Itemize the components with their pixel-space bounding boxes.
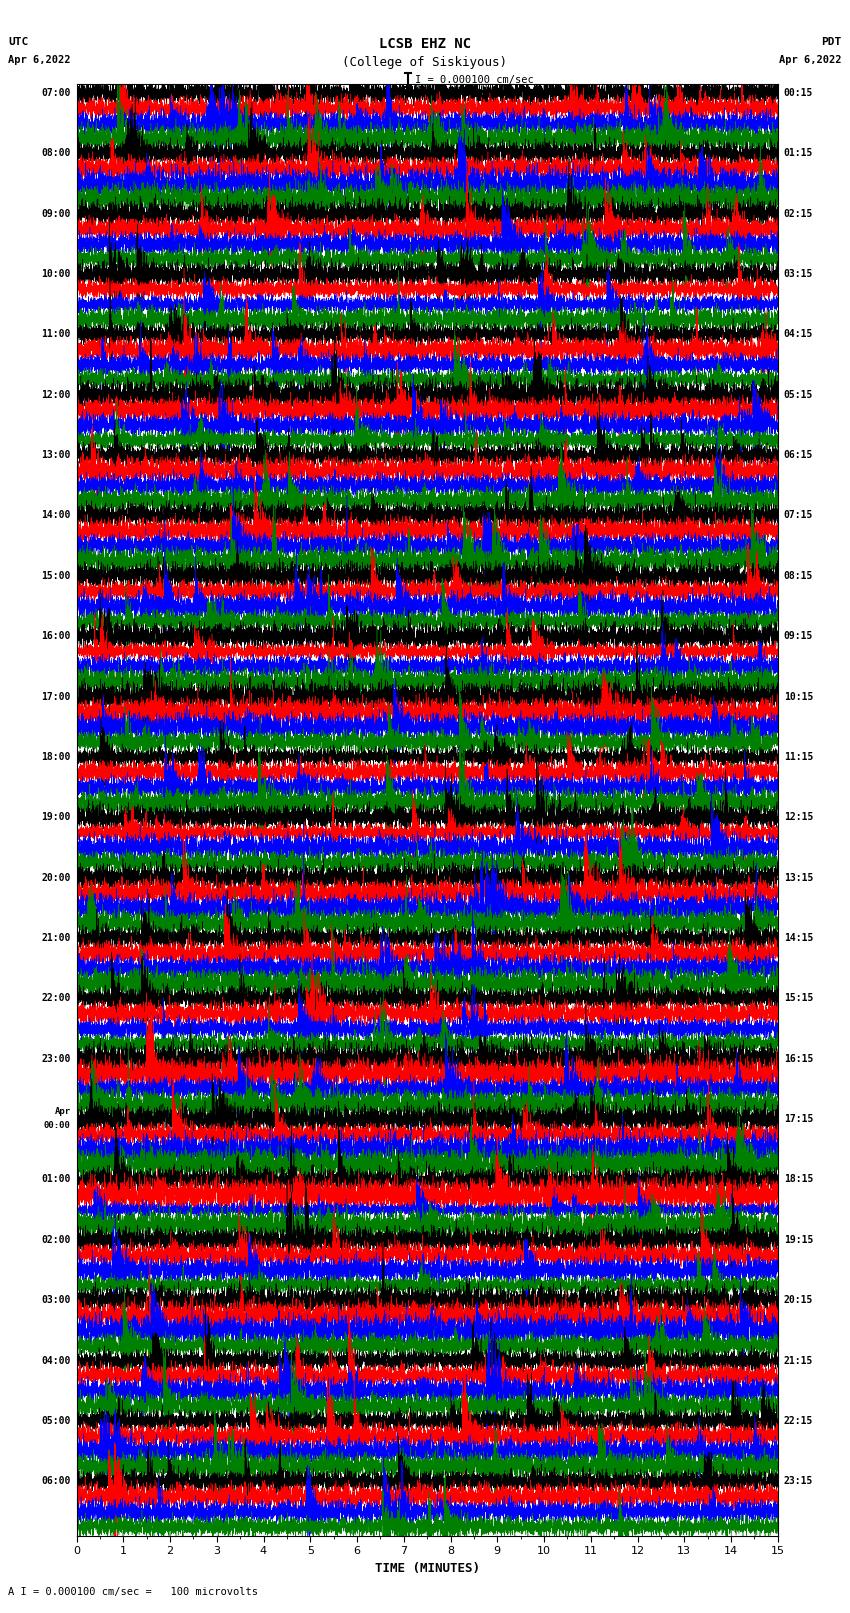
Text: 09:15: 09:15 [784,631,813,642]
Text: 06:00: 06:00 [41,1476,71,1486]
Text: LCSB EHZ NC: LCSB EHZ NC [379,37,471,52]
Text: 20:00: 20:00 [41,873,71,882]
Text: 04:00: 04:00 [41,1355,71,1366]
Text: 13:15: 13:15 [784,873,813,882]
Text: 22:15: 22:15 [784,1416,813,1426]
Text: 03:15: 03:15 [784,269,813,279]
Text: 01:00: 01:00 [41,1174,71,1184]
Text: 19:00: 19:00 [41,813,71,823]
Text: 14:00: 14:00 [41,510,71,521]
Text: 03:00: 03:00 [41,1295,71,1305]
Text: 13:00: 13:00 [41,450,71,460]
Text: A I = 0.000100 cm/sec =   100 microvolts: A I = 0.000100 cm/sec = 100 microvolts [8,1587,258,1597]
Text: 06:15: 06:15 [784,450,813,460]
Text: 16:15: 16:15 [784,1053,813,1063]
Text: Apr 6,2022: Apr 6,2022 [779,55,842,65]
Text: 16:00: 16:00 [41,631,71,642]
Text: 08:15: 08:15 [784,571,813,581]
Text: 21:15: 21:15 [784,1355,813,1366]
Text: (College of Siskiyous): (College of Siskiyous) [343,56,507,69]
Text: UTC: UTC [8,37,29,47]
Text: 08:00: 08:00 [41,148,71,158]
Text: 05:00: 05:00 [41,1416,71,1426]
Text: 11:15: 11:15 [784,752,813,761]
Text: 04:15: 04:15 [784,329,813,339]
Text: 18:00: 18:00 [41,752,71,761]
Text: 20:15: 20:15 [784,1295,813,1305]
Text: 00:00: 00:00 [43,1121,71,1129]
Text: I = 0.000100 cm/sec: I = 0.000100 cm/sec [415,74,534,85]
Text: 00:15: 00:15 [784,89,813,98]
Text: Apr 6,2022: Apr 6,2022 [8,55,71,65]
Text: 23:15: 23:15 [784,1476,813,1486]
Text: 01:15: 01:15 [784,148,813,158]
Text: 19:15: 19:15 [784,1236,813,1245]
Text: 12:15: 12:15 [784,813,813,823]
Text: 07:00: 07:00 [41,89,71,98]
Text: 05:15: 05:15 [784,390,813,400]
Text: 10:15: 10:15 [784,692,813,702]
Text: PDT: PDT [821,37,842,47]
Text: 10:00: 10:00 [41,269,71,279]
Text: 07:15: 07:15 [784,510,813,521]
Text: 22:00: 22:00 [41,994,71,1003]
Text: 14:15: 14:15 [784,932,813,944]
Text: 23:00: 23:00 [41,1053,71,1063]
Text: 11:00: 11:00 [41,329,71,339]
Text: 15:00: 15:00 [41,571,71,581]
Text: 12:00: 12:00 [41,390,71,400]
Text: 15:15: 15:15 [784,994,813,1003]
Text: 18:15: 18:15 [784,1174,813,1184]
Text: 21:00: 21:00 [41,932,71,944]
Text: 17:00: 17:00 [41,692,71,702]
Text: 17:15: 17:15 [784,1115,813,1124]
X-axis label: TIME (MINUTES): TIME (MINUTES) [375,1561,479,1574]
Text: Apr: Apr [54,1107,71,1116]
Text: 09:00: 09:00 [41,208,71,219]
Text: 02:15: 02:15 [784,208,813,219]
Text: 02:00: 02:00 [41,1236,71,1245]
